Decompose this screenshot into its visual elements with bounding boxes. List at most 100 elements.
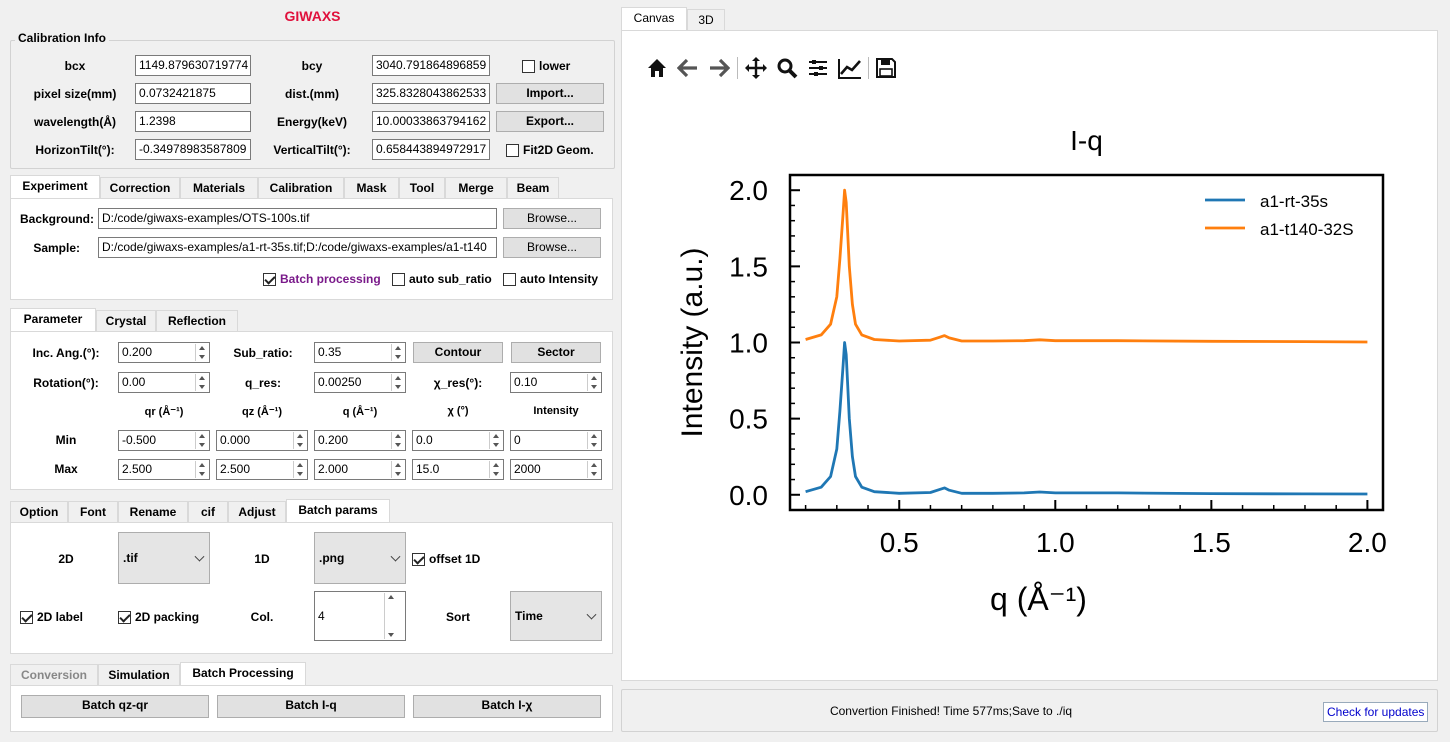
tab-parameter[interactable]: Parameter: [10, 308, 96, 331]
tab-simulation[interactable]: Simulation: [98, 664, 180, 685]
rotation-spinbox[interactable]: 0.00: [118, 372, 210, 393]
tab-beam[interactable]: Beam: [507, 177, 559, 198]
tab-batch-processing[interactable]: Batch Processing: [180, 662, 306, 685]
min-qz-spinbox[interactable]: 0.000: [216, 430, 308, 451]
tab-canvas[interactable]: Canvas: [621, 7, 687, 30]
auto-intensity-checkbox-box[interactable]: [503, 273, 516, 287]
spin-arrows-icon[interactable]: [293, 461, 306, 478]
format-1d-select[interactable]: .png: [314, 532, 406, 584]
fit2d-checkbox-box[interactable]: [506, 144, 519, 158]
tab-conversion[interactable]: Conversion: [10, 664, 98, 685]
spin-arrows-icon[interactable]: [587, 432, 600, 449]
tab-adjust[interactable]: Adjust: [228, 501, 286, 522]
spin-arrows-icon[interactable]: [384, 593, 404, 639]
auto-sub-ratio-checkbox-box[interactable]: [392, 273, 405, 287]
spin-arrows-icon[interactable]: [293, 432, 306, 449]
batch-qz-qr-button[interactable]: Batch qz-qr: [21, 695, 209, 718]
check-updates-link[interactable]: Check for updates: [1323, 702, 1429, 722]
energy-field[interactable]: 10.00033863794162: [372, 111, 490, 132]
batch-processing-checkbox-box[interactable]: [263, 273, 276, 287]
background-browse-button[interactable]: Browse...: [503, 208, 601, 229]
sample-path-field[interactable]: D:/code/giwaxs-examples/a1-rt-35s.tif;D:…: [98, 237, 497, 258]
spin-arrows-icon[interactable]: [195, 432, 208, 449]
spin-arrows-icon[interactable]: [195, 344, 208, 361]
tab-option[interactable]: Option: [10, 501, 68, 522]
offset-1d-checkbox[interactable]: offset 1D: [412, 551, 480, 567]
batch-i-chi-button[interactable]: Batch I-χ: [413, 695, 601, 718]
import-button[interactable]: Import...: [496, 83, 604, 104]
batch-processing-checkbox[interactable]: Batch processing: [263, 271, 381, 287]
label-2d-checkbox[interactable]: 2D label: [20, 609, 83, 625]
spin-arrows-icon[interactable]: [391, 461, 404, 478]
vertical-tilt-field[interactable]: 0.658443894972917: [372, 139, 490, 160]
spin-arrows-icon[interactable]: [587, 374, 600, 391]
lower-checkbox[interactable]: lower: [522, 58, 570, 74]
wavelength-field[interactable]: 1.2398: [135, 111, 251, 132]
tab-tool[interactable]: Tool: [399, 177, 445, 198]
min-intensity-spinbox[interactable]: 0: [510, 430, 602, 451]
chi-res-spinbox[interactable]: 0.10: [510, 372, 602, 393]
tab-font[interactable]: Font: [68, 501, 118, 522]
bcx-field[interactable]: 1149.879630719774: [135, 55, 251, 76]
contour-button[interactable]: Contour: [413, 342, 503, 363]
bcy-field[interactable]: 3040.791864896859: [372, 55, 490, 76]
iq-chart[interactable]: I-q 0.5 1.0 1.5 2.0 0.0 0.5 1.0 1.5 2.0 a1-rt-35s a…: [622, 100, 1437, 660]
zoom-icon[interactable]: [776, 57, 798, 79]
max-intensity-spinbox[interactable]: 2000: [510, 459, 602, 480]
max-qr-spinbox[interactable]: 2.500: [118, 459, 210, 480]
auto-sub-ratio-checkbox[interactable]: auto sub_ratio: [392, 271, 492, 287]
spin-arrows-icon[interactable]: [489, 461, 502, 478]
back-icon[interactable]: [677, 57, 699, 79]
tab-experiment[interactable]: Experiment: [10, 175, 100, 198]
format-2d-select[interactable]: .tif: [118, 532, 210, 584]
min-qr-spinbox[interactable]: -0.500: [118, 430, 210, 451]
tab-calibration[interactable]: Calibration: [258, 177, 344, 198]
auto-intensity-checkbox[interactable]: auto Intensity: [503, 271, 598, 287]
label-2d-checkbox-box[interactable]: [20, 611, 33, 625]
sample-browse-button[interactable]: Browse...: [503, 237, 601, 258]
tab-3d[interactable]: 3D: [687, 9, 725, 30]
tab-mask[interactable]: Mask: [344, 177, 399, 198]
packing-2d-checkbox[interactable]: 2D packing: [118, 609, 199, 625]
home-icon[interactable]: [646, 57, 668, 79]
spin-arrows-icon[interactable]: [489, 432, 502, 449]
packing-2d-checkbox-box[interactable]: [118, 611, 131, 625]
min-q-spinbox[interactable]: 0.200: [314, 430, 406, 451]
export-button[interactable]: Export...: [496, 111, 604, 132]
save-icon[interactable]: [875, 57, 897, 79]
sort-select[interactable]: Time: [510, 591, 602, 641]
spin-arrows-icon[interactable]: [587, 461, 600, 478]
fit2d-checkbox[interactable]: Fit2D Geom.: [506, 142, 594, 158]
horizon-tilt-field[interactable]: -0.34978983587809: [135, 139, 251, 160]
max-chi-spinbox[interactable]: 15.0: [412, 459, 504, 480]
tab-materials[interactable]: Materials: [180, 177, 258, 198]
min-chi-spinbox[interactable]: 0.0: [412, 430, 504, 451]
col-spinbox[interactable]: 4: [314, 591, 406, 641]
sector-button[interactable]: Sector: [511, 342, 601, 363]
tab-rename[interactable]: Rename: [118, 501, 188, 522]
spin-arrows-icon[interactable]: [195, 374, 208, 391]
spin-arrows-icon[interactable]: [195, 461, 208, 478]
offset-1d-checkbox-box[interactable]: [412, 553, 425, 567]
customize-icon[interactable]: [838, 57, 862, 79]
tab-crystal[interactable]: Crystal: [96, 310, 156, 331]
spin-arrows-icon[interactable]: [391, 344, 404, 361]
inc-angle-spinbox[interactable]: 0.200: [118, 342, 210, 363]
sub-ratio-spinbox[interactable]: 0.35: [314, 342, 406, 363]
q-res-spinbox[interactable]: 0.00250: [314, 372, 406, 393]
max-qz-spinbox[interactable]: 2.500: [216, 459, 308, 480]
max-q-spinbox[interactable]: 2.000: [314, 459, 406, 480]
tab-correction[interactable]: Correction: [100, 177, 180, 198]
pixel-size-field[interactable]: 0.0732421875: [135, 83, 251, 104]
subplots-icon[interactable]: [807, 57, 829, 79]
lower-checkbox-box[interactable]: [522, 60, 535, 74]
background-path-field[interactable]: D:/code/giwaxs-examples/OTS-100s.tif: [98, 208, 497, 229]
tab-reflection[interactable]: Reflection: [156, 310, 238, 331]
spin-arrows-icon[interactable]: [391, 432, 404, 449]
batch-i-q-button[interactable]: Batch I-q: [217, 695, 405, 718]
pan-icon[interactable]: [744, 56, 768, 80]
tab-batch-params[interactable]: Batch params: [286, 499, 390, 522]
spin-arrows-icon[interactable]: [391, 374, 404, 391]
dist-field[interactable]: 325.8328043862533: [372, 83, 490, 104]
tab-cif[interactable]: cif: [188, 501, 228, 522]
